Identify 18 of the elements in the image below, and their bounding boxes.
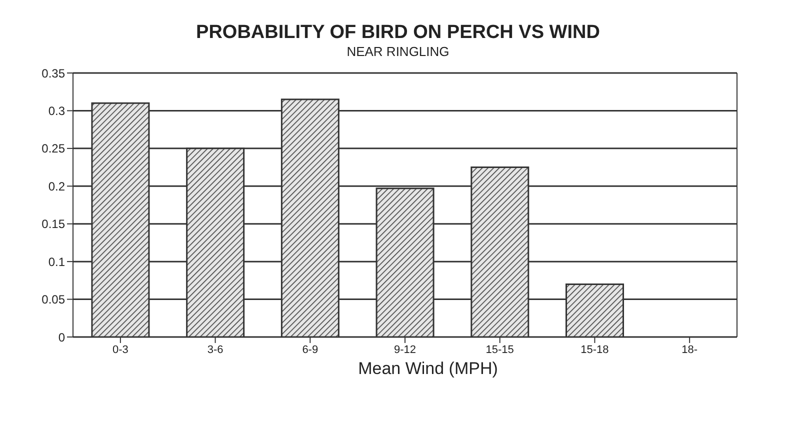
y-tick-label: 0.1 <box>48 254 66 269</box>
x-tick-label: 3-6 <box>207 344 224 356</box>
y-tick-label: 0.05 <box>42 292 66 307</box>
x-tick-label: 15-15 <box>486 344 514 356</box>
x-tick-label: 0-3 <box>112 344 128 356</box>
x-tick-label: 9-12 <box>394 344 416 356</box>
y-tick-label: 0.25 <box>42 142 66 156</box>
x-axis-title: Mean Wind (MPH) <box>357 359 499 379</box>
y-tick-label: 0.2 <box>48 179 66 194</box>
chart-subtitle: NEAR RINGLING <box>346 44 450 59</box>
y-tick-label: 0.35 <box>42 66 66 80</box>
y-tick-label: 0.3 <box>48 104 66 118</box>
x-tick-label: 15-18 <box>580 344 609 356</box>
y-tick-label: 0.15 <box>42 217 66 232</box>
x-tick-label: 18- <box>682 344 698 356</box>
y-tick-label: 0 <box>58 330 66 344</box>
chart-title: PROBABILITY OF BIRD ON PERCH VS WIND <box>195 21 601 44</box>
x-tick-label: 6-9 <box>302 344 318 356</box>
